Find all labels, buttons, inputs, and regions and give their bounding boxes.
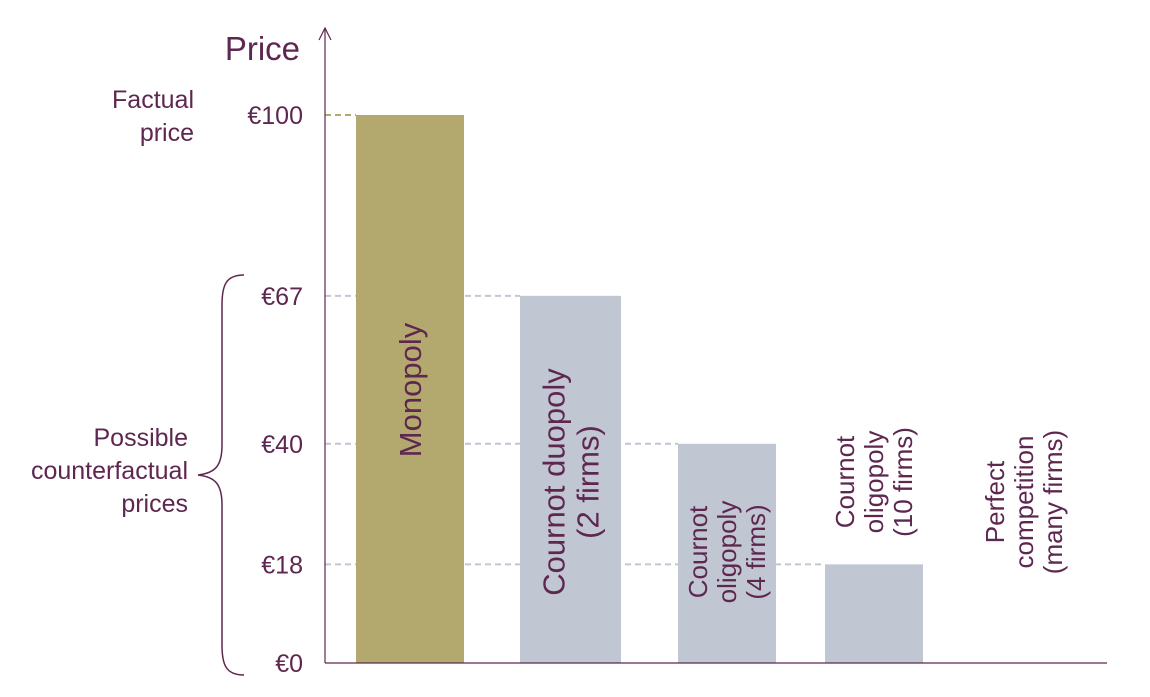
bar-2 (678, 443, 776, 663)
y-tick-label: €40 (261, 431, 303, 459)
bars (356, 115, 923, 663)
bar-label-line: Cournot (683, 505, 713, 598)
bar-label-line: Perfect (980, 460, 1010, 543)
bar-0 (356, 115, 464, 663)
bar-label-3: Cournotoligopoly(10 firms) (830, 427, 918, 537)
factual-price-label: Factual price (112, 86, 194, 147)
bar-label-line: oligopoly (712, 501, 742, 604)
bar-label-line: oligopoly (859, 431, 889, 534)
y-tick-label: €18 (261, 551, 303, 579)
bar-label-line: (many firms) (1038, 430, 1068, 574)
bar-label-line: Monopoly (393, 322, 428, 457)
annotations: Factual price Possible counterfactual prices (31, 86, 245, 676)
bar-label-line: Cournot (830, 435, 860, 528)
annotation-line: counterfactual (31, 457, 188, 485)
bar-label-line: competition (1009, 436, 1039, 569)
y-tick-label: €0 (275, 650, 303, 678)
bar-label-line: (2 firms) (570, 425, 605, 539)
annotation-line: price (140, 119, 194, 147)
curly-brace-icon (197, 274, 245, 676)
bar-label-0: Monopoly (393, 322, 428, 457)
y-axis-arrow-icon (318, 26, 332, 41)
counterfactual-prices-label: Possible counterfactual prices (31, 424, 188, 518)
y-tick-label: €67 (261, 283, 303, 311)
annotation-line: Possible (94, 424, 189, 452)
bar-label-4: Perfectcompetition(many firms) (980, 430, 1068, 574)
bar-labels: Monopoly Cournot duopoly(2 firms)Cournoto… (393, 322, 1068, 603)
annotation-line: Factual (112, 86, 194, 114)
bar-label-1: Cournot duopoly(2 firms) (536, 368, 605, 596)
axes (318, 26, 1107, 664)
y-axis-label: Price (225, 30, 300, 67)
bar-label-line: (4 firms) (741, 504, 771, 599)
bar-1 (520, 295, 621, 663)
y-tick-labels: €0 €18 €40 €67 €100 (247, 102, 303, 678)
y-tick-label: €100 (247, 102, 303, 130)
bar-3 (825, 564, 923, 663)
annotation-line: prices (121, 490, 188, 518)
bar-label-line: Cournot duopoly (536, 368, 571, 596)
bar-label-2: Cournotoligopoly(4 firms) (683, 501, 771, 604)
bar-label-line: (10 firms) (888, 427, 918, 537)
